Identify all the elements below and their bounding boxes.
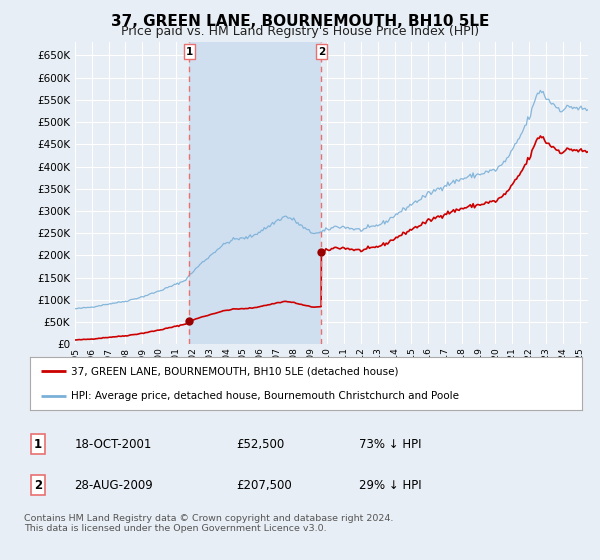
Text: Contains HM Land Registry data © Crown copyright and database right 2024.
This d: Contains HM Land Registry data © Crown c… — [24, 514, 394, 533]
Bar — [190, 42, 322, 344]
Text: 73% ↓ HPI: 73% ↓ HPI — [359, 438, 421, 451]
Text: 2: 2 — [318, 46, 325, 57]
Text: £52,500: £52,500 — [236, 438, 284, 451]
Text: 37, GREEN LANE, BOURNEMOUTH, BH10 5LE: 37, GREEN LANE, BOURNEMOUTH, BH10 5LE — [111, 14, 489, 29]
Text: 18-OCT-2001: 18-OCT-2001 — [74, 438, 152, 451]
Text: £207,500: £207,500 — [236, 479, 292, 492]
Text: 28-AUG-2009: 28-AUG-2009 — [74, 479, 153, 492]
Text: 37, GREEN LANE, BOURNEMOUTH, BH10 5LE (detached house): 37, GREEN LANE, BOURNEMOUTH, BH10 5LE (d… — [71, 366, 399, 376]
Text: Price paid vs. HM Land Registry's House Price Index (HPI): Price paid vs. HM Land Registry's House … — [121, 25, 479, 38]
Text: HPI: Average price, detached house, Bournemouth Christchurch and Poole: HPI: Average price, detached house, Bour… — [71, 390, 460, 400]
Text: 2: 2 — [34, 479, 42, 492]
Text: 29% ↓ HPI: 29% ↓ HPI — [359, 479, 421, 492]
Text: 1: 1 — [186, 46, 193, 57]
Text: 1: 1 — [34, 438, 42, 451]
